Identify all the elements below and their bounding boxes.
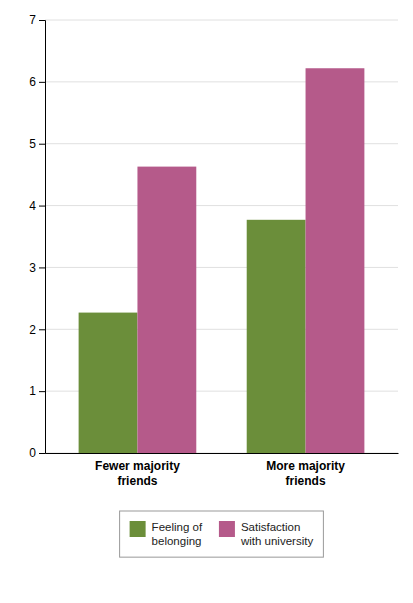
legend-swatch	[219, 521, 235, 537]
legend-items: Feeling of belonging Satisfaction with univ…	[130, 521, 314, 547]
x-tick: Fewer majorityfriends	[95, 459, 180, 488]
y-tick: 3	[29, 261, 45, 275]
text-line: More majority	[266, 459, 345, 473]
y-tick-mark	[39, 391, 45, 392]
legend-label: Feeling of belonging	[152, 521, 203, 547]
legend-label: Satisfaction with university	[240, 521, 313, 547]
legend-item: Feeling of belonging	[130, 521, 203, 547]
y-tick: 1	[29, 384, 45, 398]
y-tick-label: 4	[29, 199, 36, 213]
x-axis: Fewer majorityfriendsMore majorityfriend…	[46, 454, 399, 488]
grid	[45, 20, 398, 453]
text-line: friends	[117, 474, 157, 488]
legend-frame	[120, 511, 324, 557]
y-tick-mark	[39, 20, 45, 21]
bar	[247, 220, 306, 453]
text-line: Satisfaction	[241, 521, 300, 533]
y-tick-label: 0	[29, 446, 36, 460]
y-tick-mark	[39, 206, 45, 207]
legend-swatch	[130, 521, 146, 537]
bar	[137, 167, 196, 453]
y-tick-label: 5	[29, 137, 36, 151]
x-axis-line	[46, 453, 399, 454]
chart-svg: 01234567Fewer majorityfriendsMore majori…	[0, 0, 413, 603]
y-tick: 6	[29, 75, 45, 89]
text-line: with university	[240, 535, 313, 547]
y-axis: 0 1 2 3 4 5 6 7	[29, 13, 45, 460]
y-tick-label: 3	[29, 261, 36, 275]
plot: 01234567Fewer majorityfriendsMore majori…	[29, 13, 398, 487]
legend: Feeling of belonging Satisfaction with univ…	[120, 511, 324, 557]
y-tick: 7	[29, 13, 45, 27]
chart-container: 01234567Fewer majorityfriendsMore majori…	[0, 0, 413, 603]
text-line: Fewer majority	[95, 459, 180, 473]
y-tick-mark	[39, 453, 45, 454]
y-tick-label: 1	[29, 384, 36, 398]
y-tick-mark	[39, 267, 45, 268]
y-tick-mark	[39, 82, 45, 83]
text-line: belonging	[152, 535, 202, 547]
bar	[79, 313, 138, 453]
y-tick-mark	[39, 144, 45, 145]
y-tick: 0	[29, 446, 45, 460]
y-tick: 5	[29, 137, 45, 151]
legend-item: Satisfaction with university	[219, 521, 313, 547]
y-tick-mark	[39, 329, 45, 330]
text-line: friends	[286, 474, 326, 488]
x-tick-label: Fewer majorityfriends	[95, 459, 180, 488]
y-tick: 2	[29, 323, 45, 337]
y-tick-label: 2	[29, 323, 36, 337]
bars	[79, 68, 365, 453]
y-tick-label: 6	[29, 75, 36, 89]
text-line: Feeling of	[152, 521, 203, 533]
grid-line	[45, 20, 398, 21]
x-tick-label: More majorityfriends	[266, 459, 345, 488]
x-tick: More majorityfriends	[266, 459, 345, 488]
y-tick: 4	[29, 199, 45, 213]
y-axis-line	[39, 21, 46, 454]
y-tick-label: 7	[29, 13, 36, 27]
bar	[306, 68, 365, 453]
